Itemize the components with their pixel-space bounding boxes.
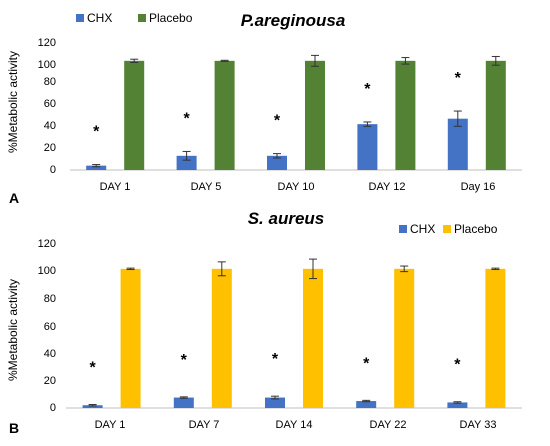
panel-a-category-label: DAY 12 bbox=[369, 181, 406, 193]
panel-a-legend-label-chx: CHX bbox=[87, 11, 112, 25]
panel-b-legend-swatch-chx bbox=[399, 225, 407, 233]
panel-a-category-label: Day 16 bbox=[461, 181, 496, 193]
panel-a-significance-marker: * bbox=[364, 81, 371, 98]
panel-a-ytick-label: 80 bbox=[44, 76, 56, 88]
panel-b-category-label: DAY 22 bbox=[370, 419, 407, 431]
panel-b-bar-placebo bbox=[120, 268, 141, 408]
panel-b-ytick-label: 40 bbox=[44, 348, 56, 360]
panel-a-bar-placebo bbox=[485, 60, 506, 170]
panel-b-y-axis: 0 20 40 60 80 100 120 bbox=[38, 238, 56, 414]
panel-b-legend-label-placebo: Placebo bbox=[454, 222, 498, 236]
panel-a-bar-chx bbox=[176, 155, 197, 170]
panel-b-category-label: DAY 33 bbox=[460, 419, 497, 431]
panel-a-ytick-label: 120 bbox=[38, 37, 56, 49]
panel-b-ytick-label: 0 bbox=[50, 402, 56, 414]
panel-a-significance-marker: * bbox=[455, 70, 462, 87]
panel-a-letter: A bbox=[9, 190, 19, 206]
panel-a-legend-swatch-placebo bbox=[138, 14, 146, 22]
panel-b-bar-chx bbox=[173, 397, 194, 408]
panel-b-significance-marker: * bbox=[454, 357, 461, 374]
panel-a-bar-placebo bbox=[124, 60, 145, 170]
panel-b: S. aureus %Metabolic activity B CHX Plac… bbox=[6, 209, 522, 436]
panel-a-ytick-label: 100 bbox=[38, 59, 56, 71]
panel-b-category-label: DAY 14 bbox=[276, 419, 313, 431]
panel-b-bar-placebo bbox=[485, 268, 506, 408]
panel-a-y-axis: 0 20 40 60 80 100 120 bbox=[38, 37, 56, 176]
panel-a-x-axis: DAY 1 DAY 5 DAY 10 DAY 12 Day 16 bbox=[100, 181, 496, 193]
panel-b-bar-chx bbox=[356, 401, 377, 408]
panel-b-category-label: DAY 1 bbox=[95, 419, 126, 431]
panel-a-bar-placebo bbox=[214, 60, 235, 170]
panel-b-ylabel: %Metabolic activity bbox=[6, 279, 20, 381]
panel-b-significance-marker: * bbox=[181, 352, 188, 369]
panel-a-ytick-label: 20 bbox=[44, 142, 56, 154]
panel-a-ytick-label: 0 bbox=[50, 164, 56, 176]
panel-b-ytick-label: 20 bbox=[44, 375, 56, 387]
panel-a-title: P.areginousa bbox=[241, 11, 346, 30]
panel-b-legend: CHX Placebo bbox=[399, 222, 498, 236]
panel-b-bar-placebo bbox=[394, 268, 415, 408]
panel-b-x-axis: DAY 1 DAY 7 DAY 14 DAY 22 DAY 33 bbox=[95, 419, 497, 431]
panel-b-legend-label-chx: CHX bbox=[410, 222, 435, 236]
panel-a-significance-marker: * bbox=[274, 113, 281, 130]
panel-a-bar-placebo bbox=[395, 60, 416, 170]
panel-a-marks: * * * * * bbox=[70, 54, 522, 171]
panel-a-bar-placebo bbox=[305, 60, 325, 170]
panel-a-category-label: DAY 10 bbox=[278, 181, 315, 193]
panel-b-category-label: DAY 7 bbox=[189, 419, 220, 431]
panel-a: P.areginousa %Metabolic activity A CHX P… bbox=[6, 11, 522, 206]
panel-b-bar-chx bbox=[265, 397, 285, 408]
panel-a-bar-chx bbox=[447, 118, 468, 170]
panel-a-legend: CHX Placebo bbox=[76, 11, 193, 25]
panel-b-bar-chx bbox=[447, 402, 468, 408]
panel-a-significance-marker: * bbox=[93, 124, 100, 141]
panel-b-significance-marker: * bbox=[363, 355, 370, 372]
panel-b-bar-placebo bbox=[303, 268, 323, 408]
panel-b-legend-swatch-placebo bbox=[443, 225, 451, 233]
panel-a-legend-label-placebo: Placebo bbox=[149, 11, 193, 25]
panel-a-category-label: DAY 1 bbox=[100, 181, 131, 193]
panel-b-bar-chx bbox=[82, 405, 103, 408]
panel-a-ytick-label: 40 bbox=[44, 120, 56, 132]
panel-b-significance-marker: * bbox=[89, 360, 96, 377]
panel-a-bar-chx bbox=[267, 155, 287, 170]
panel-a-ytick-label: 60 bbox=[44, 98, 56, 110]
panel-a-bar-chx bbox=[86, 165, 107, 170]
panel-b-letter: B bbox=[9, 420, 19, 436]
panel-a-category-label: DAY 5 bbox=[191, 181, 222, 193]
panel-b-bar-placebo bbox=[211, 268, 232, 408]
panel-b-ytick-label: 120 bbox=[38, 238, 56, 250]
panel-b-title: S. aureus bbox=[248, 209, 325, 228]
panel-a-ylabel: %Metabolic activity bbox=[6, 51, 20, 153]
panel-b-significance-marker: * bbox=[272, 351, 279, 368]
panel-b-ytick-label: 100 bbox=[38, 265, 56, 277]
panel-a-significance-marker: * bbox=[183, 110, 190, 127]
panel-a-bar-chx bbox=[357, 124, 378, 170]
panel-a-legend-swatch-chx bbox=[76, 14, 84, 22]
panel-b-ytick-label: 60 bbox=[44, 321, 56, 333]
panel-b-marks: * * * * * bbox=[66, 258, 522, 409]
panel-b-ytick-label: 80 bbox=[44, 293, 56, 305]
